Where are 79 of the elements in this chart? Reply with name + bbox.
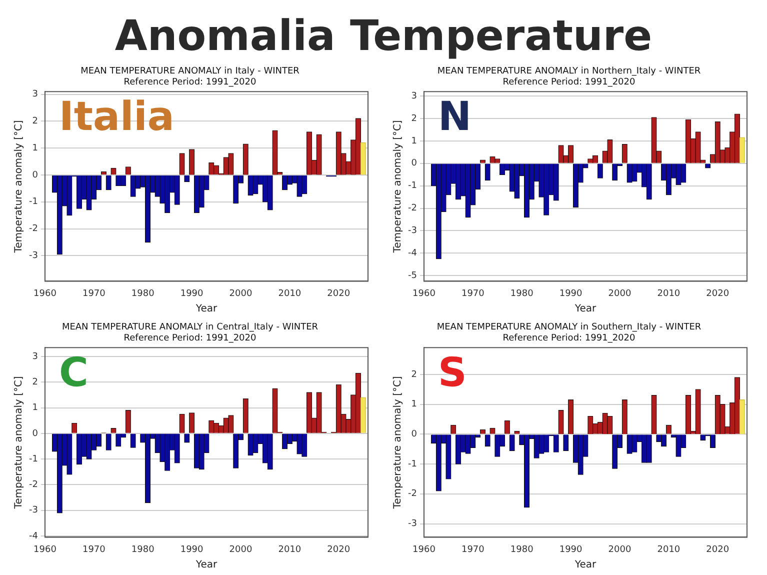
x-tick-label: 1980 <box>131 288 155 299</box>
x-tick-label: 1980 <box>510 288 534 299</box>
x-tick-label: 2010 <box>278 288 302 299</box>
y-tick-label: 0 <box>411 430 418 440</box>
text: Anomalia Temperature <box>114 10 654 62</box>
x-tick-label: 2000 <box>229 544 252 555</box>
y-tick-label: -2 <box>408 489 417 500</box>
x-tick-label: 2010 <box>657 288 680 299</box>
y-axis-title: Temperature anomaly [°C] <box>14 120 25 254</box>
x-tick-label: 2020 <box>327 288 350 299</box>
y-tick-label: 0 <box>32 428 38 439</box>
x-axis-title: Year <box>574 304 597 315</box>
x-tick-label: 1990 <box>559 288 583 299</box>
x-tick-label: 2000 <box>608 544 632 555</box>
annotation: N <box>438 94 472 140</box>
chart-subtitle: Reference Period: 1991_2020 <box>502 78 636 88</box>
x-tick-label: 2020 <box>327 544 350 555</box>
x-tick-label: 2010 <box>657 544 680 555</box>
x-tick-label: 1970 <box>82 544 106 555</box>
chart-title: MEAN TEMPERATURE ANOMALY in Northern_Italy - WINTER <box>437 66 701 77</box>
y-tick-label: -1 <box>28 197 38 208</box>
y-tick-label: -3 <box>408 519 417 530</box>
x-tick-label: 2000 <box>608 288 632 299</box>
y-tick-label: 0 <box>32 170 38 180</box>
y-tick-label: -1 <box>408 459 417 470</box>
chart-title: MEAN TEMPERATURE ANOMALY in Southern_Italy - WINTER <box>436 322 702 333</box>
y-tick-label: 2 <box>32 116 38 127</box>
y-tick-label: -1 <box>28 454 38 464</box>
y-tick-label: 1 <box>411 400 417 410</box>
annotation: Italia <box>58 94 174 140</box>
y-tick-label: 2 <box>411 370 417 380</box>
y-tick-label: -1 <box>408 181 417 192</box>
chart-title: MEAN TEMPERATURE ANOMALY in Central_Italy - WINTER <box>62 322 318 333</box>
x-axis-title: Year <box>574 560 597 571</box>
x-tick-label: 1960 <box>34 544 57 555</box>
y-tick-label: -4 <box>28 531 38 542</box>
y-axis-title: Temperature anomaly [°C] <box>14 376 25 510</box>
x-tick-label: 1980 <box>510 544 534 555</box>
y-tick-label: 3 <box>32 90 38 100</box>
x-tick-label: 1970 <box>461 288 485 299</box>
x-tick-label: 1990 <box>180 544 204 555</box>
x-tick-label: 1990 <box>180 288 204 299</box>
x-tick-label: 1980 <box>131 544 155 555</box>
y-tick-label: 1 <box>32 143 38 154</box>
x-tick-label: 1960 <box>412 288 436 299</box>
y-tick-label: -5 <box>408 270 417 281</box>
x-tick-label: 2000 <box>229 288 252 299</box>
y-tick-label: 2 <box>32 378 38 388</box>
x-tick-label: 1960 <box>34 288 57 299</box>
x-tick-label: 2010 <box>278 544 302 555</box>
y-tick-label: 3 <box>411 91 417 102</box>
annotation: C <box>58 350 88 396</box>
y-tick-label: 1 <box>411 136 417 146</box>
y-tick-label: -2 <box>28 224 38 234</box>
chart-subtitle: Reference Period: 1991_2020 <box>124 78 256 88</box>
x-tick-label: 1960 <box>412 544 436 555</box>
chart-subtitle: Reference Period: 1991_2020 <box>124 334 256 344</box>
annotation: S <box>438 350 467 396</box>
y-tick-label: -3 <box>28 250 38 261</box>
x-tick-label: 2020 <box>706 288 730 299</box>
x-tick-label: 1970 <box>82 288 106 299</box>
y-tick-label: 3 <box>32 352 38 362</box>
y-tick-label: 1 <box>32 403 38 414</box>
y-tick-label: -4 <box>408 248 418 258</box>
x-axis-title: Year <box>194 304 218 315</box>
x-axis-title: Year <box>194 560 218 571</box>
y-tick-label: 0 <box>411 158 418 169</box>
y-tick-label: -2 <box>28 480 38 490</box>
y-tick-label: -3 <box>408 226 417 236</box>
x-tick-label: 2020 <box>706 544 730 555</box>
y-axis-title: Temperature anomaly [°C] <box>392 376 404 510</box>
y-tick-label: 2 <box>411 114 417 124</box>
x-tick-label: 1990 <box>559 544 583 555</box>
chart-title: MEAN TEMPERATURE ANOMALY in Italy - WINTER <box>80 66 300 77</box>
y-axis-title: Temperature anomaly [°C] <box>392 120 404 254</box>
y-tick-label: -3 <box>28 506 38 516</box>
y-tick-label: -2 <box>408 204 417 214</box>
x-tick-label: 1970 <box>461 544 485 555</box>
chart-subtitle: Reference Period: 1991_2020 <box>502 334 636 344</box>
